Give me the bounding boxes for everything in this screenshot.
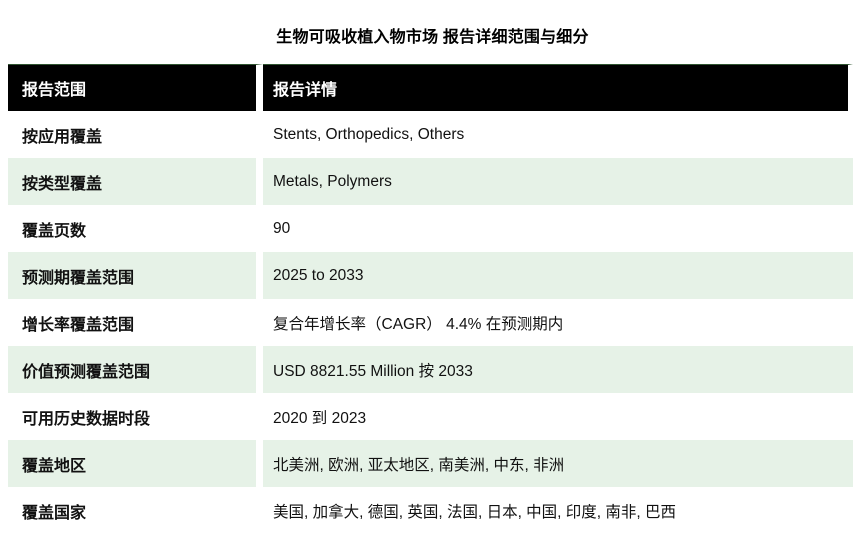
table-header-row: 报告范围 报告详情	[8, 64, 853, 111]
table-row-historical-data: 可用历史数据时段 2020 到 2023	[8, 393, 853, 440]
table-row-countries: 覆盖国家 美国, 加拿大, 德国, 英国, 法国, 日本, 中国, 印度, 南非…	[8, 487, 853, 534]
table-row-value-projection: 价值预测覆盖范围 USD 8821.55 Million 按 2033	[8, 346, 853, 393]
table-header-scope: 报告范围	[8, 64, 263, 111]
row-value: USD 8821.55 Million 按 2033	[263, 346, 853, 393]
row-label: 价值预测覆盖范围	[8, 346, 263, 393]
row-value: 2020 到 2023	[263, 393, 853, 440]
row-value: 90	[263, 205, 853, 252]
row-label: 增长率覆盖范围	[8, 299, 263, 346]
page-title: 生物可吸收植入物市场 报告详细范围与细分	[276, 29, 589, 46]
row-value: 2025 to 2033	[263, 252, 853, 299]
table-row-regions: 覆盖地区 北美洲, 欧洲, 亚太地区, 南美洲, 中东, 非洲	[8, 440, 853, 487]
report-scope-table: 报告范围 报告详情 按应用覆盖 Stents, Orthopedics, Oth…	[8, 64, 853, 534]
row-label: 覆盖国家	[8, 487, 263, 534]
table-row-types: 按类型覆盖 Metals, Polymers	[8, 158, 853, 205]
row-label: 按应用覆盖	[8, 111, 263, 158]
table-header-details: 报告详情	[263, 64, 853, 111]
row-value: 复合年增长率（CAGR） 4.4% 在预测期内	[263, 299, 853, 346]
table-row-pages: 覆盖页数 90	[8, 205, 853, 252]
row-value: 北美洲, 欧洲, 亚太地区, 南美洲, 中东, 非洲	[263, 440, 853, 487]
table-row-forecast-period: 预测期覆盖范围 2025 to 2033	[8, 252, 853, 299]
table-row-applications: 按应用覆盖 Stents, Orthopedics, Others	[8, 111, 853, 158]
row-label: 按类型覆盖	[8, 158, 263, 205]
row-label: 可用历史数据时段	[8, 393, 263, 440]
row-value: Metals, Polymers	[263, 158, 853, 205]
row-value: 美国, 加拿大, 德国, 英国, 法国, 日本, 中国, 印度, 南非, 巴西	[263, 487, 853, 534]
row-label: 覆盖地区	[8, 440, 263, 487]
row-value: Stents, Orthopedics, Others	[263, 111, 853, 158]
row-label: 覆盖页数	[8, 205, 263, 252]
row-label: 预测期覆盖范围	[8, 252, 263, 299]
table-row-growth-rate: 增长率覆盖范围 复合年增长率（CAGR） 4.4% 在预测期内	[8, 299, 853, 346]
